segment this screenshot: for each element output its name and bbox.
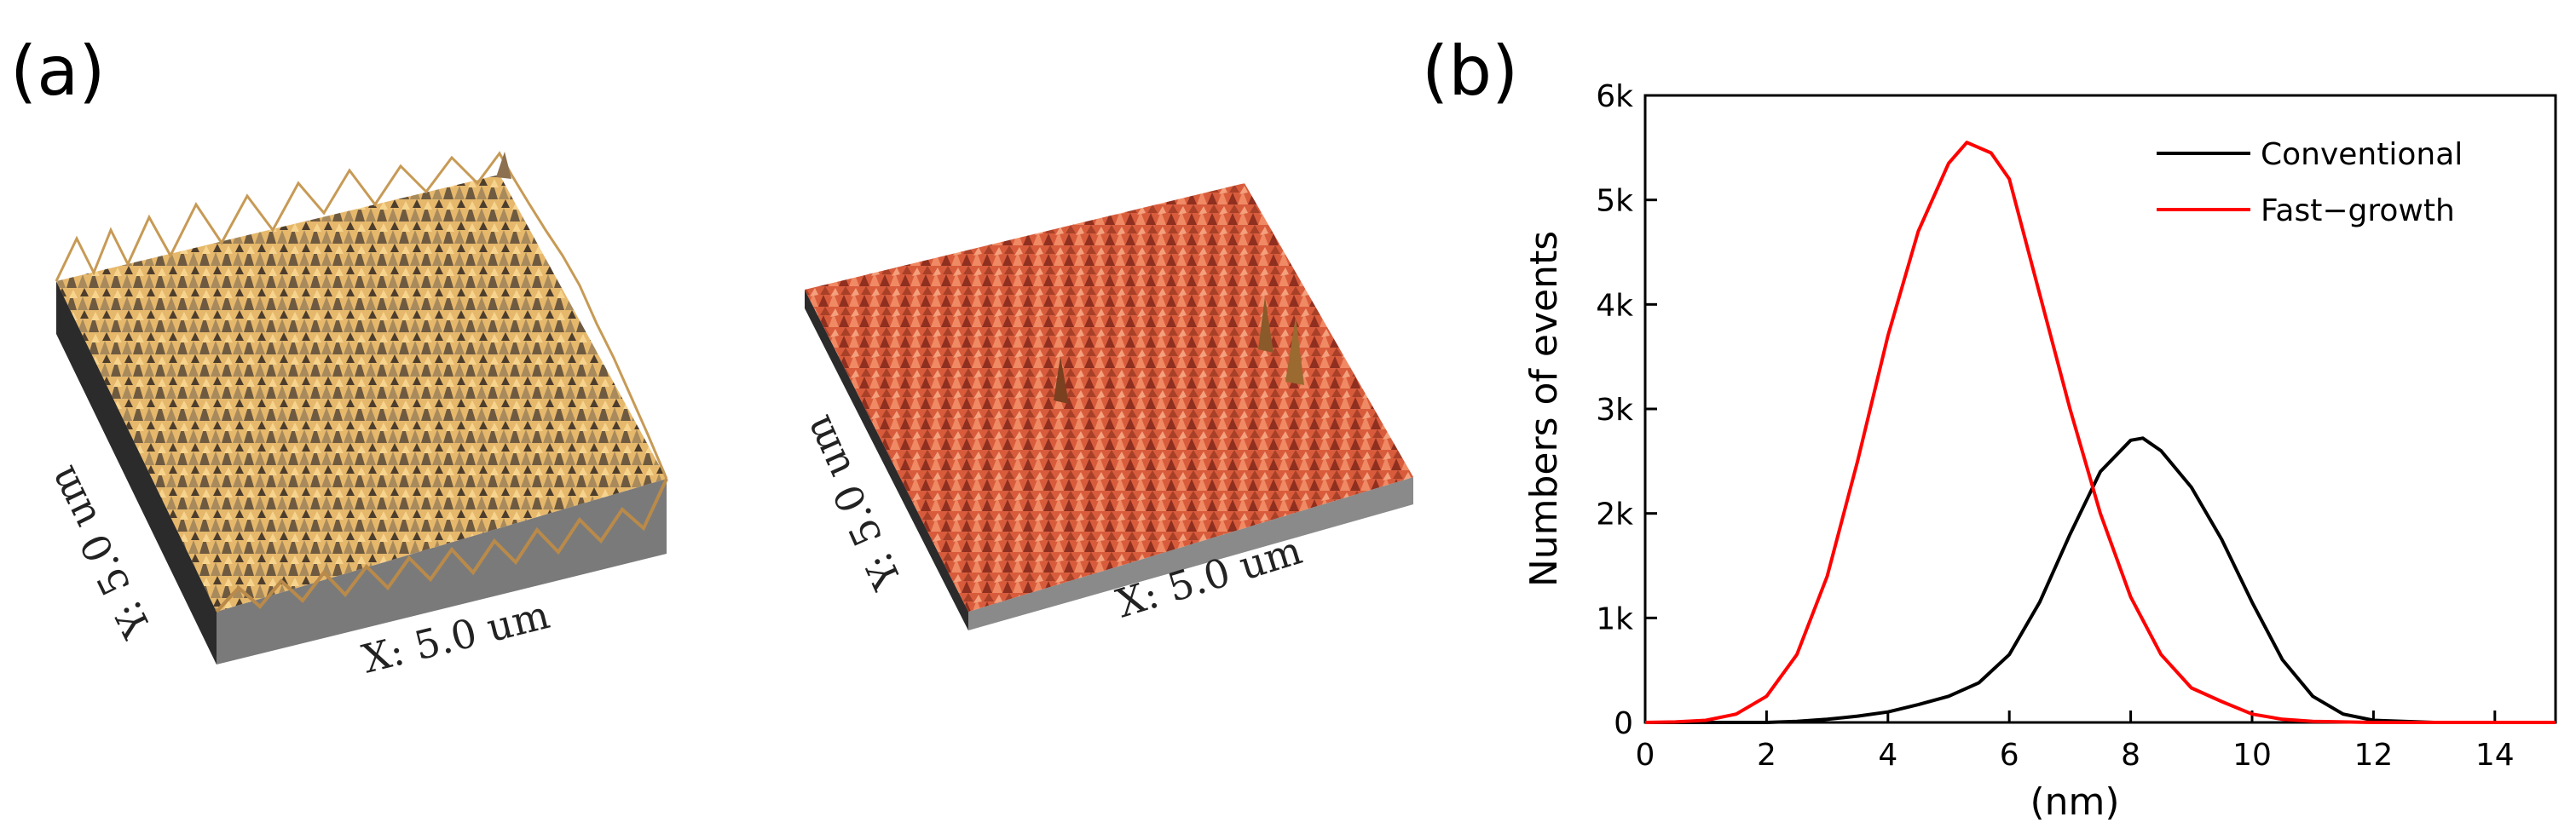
series-line-fast-growth — [1644, 141, 2556, 724]
legend-label-conventional: Conventional — [2261, 137, 2463, 172]
legend: Conventional Fast−growth — [2157, 137, 2463, 228]
series-line-conventional — [1645, 436, 2556, 724]
afm-right-spike-3 — [1054, 356, 1069, 404]
afm-right-side-wall — [805, 290, 968, 630]
y-tick-label: 5k — [1596, 184, 1633, 219]
x-tick-label: 12 — [2354, 738, 2393, 773]
x-tick-label: 0 — [1636, 738, 1655, 773]
x-axis-title: (nm) — [2030, 780, 2119, 824]
afm-right-spike-1 — [1258, 296, 1274, 353]
afm-left-front-ridge — [215, 478, 668, 613]
x-tick-label: 8 — [2121, 738, 2140, 773]
panel-b-label: (b) — [1422, 32, 1519, 111]
afm-right-front-wall — [968, 477, 1413, 630]
afm-right-top-surface — [805, 183, 1413, 612]
y-tick-label: 3k — [1596, 393, 1633, 428]
x-tick-label: 10 — [2232, 738, 2272, 773]
y-axis-ticks: 0 1k 2k 3k 4k 5k 6k — [1596, 79, 1657, 741]
afm-left-spike — [496, 152, 511, 179]
x-tick-label: 14 — [2475, 738, 2515, 773]
y-tick-label: 4k — [1596, 288, 1633, 323]
afm-left-side-wall — [56, 281, 217, 665]
afm-surface-right: X: 5.0 um Y: 5.0 um — [794, 183, 1413, 630]
y-tick-label: 1k — [1596, 601, 1633, 636]
x-tick-label: 6 — [2000, 738, 2019, 773]
x-tick-label: 4 — [1878, 738, 1897, 773]
afm-left-peak-ridge — [55, 151, 668, 480]
afm-right-spike-2 — [1285, 317, 1304, 385]
panel-a-label: (a) — [10, 32, 106, 111]
y-tick-label: 6k — [1596, 79, 1633, 114]
y-tick-label: 2k — [1596, 498, 1633, 532]
y-tick-label: 0 — [1614, 706, 1633, 741]
afm-left-front-wall — [217, 479, 667, 665]
legend-label-fast-growth: Fast−growth — [2261, 193, 2455, 228]
series-lines — [1644, 141, 2556, 724]
x-tick-label: 2 — [1757, 738, 1776, 773]
y-axis-title: Numbers of events — [1522, 231, 1566, 587]
line-chart: 0 2 4 6 8 10 12 14 0 1k 2k 3k 4k 5k 6k (nm) Numbers o… — [1522, 79, 2557, 824]
afm-left-top-surface — [56, 175, 667, 612]
afm-surface-left: X: 5.0 um Y: 5.0 um — [38, 151, 668, 682]
plot-frame — [1643, 94, 2557, 724]
x-axis-ticks: 0 2 4 6 8 10 12 14 — [1636, 711, 2515, 773]
